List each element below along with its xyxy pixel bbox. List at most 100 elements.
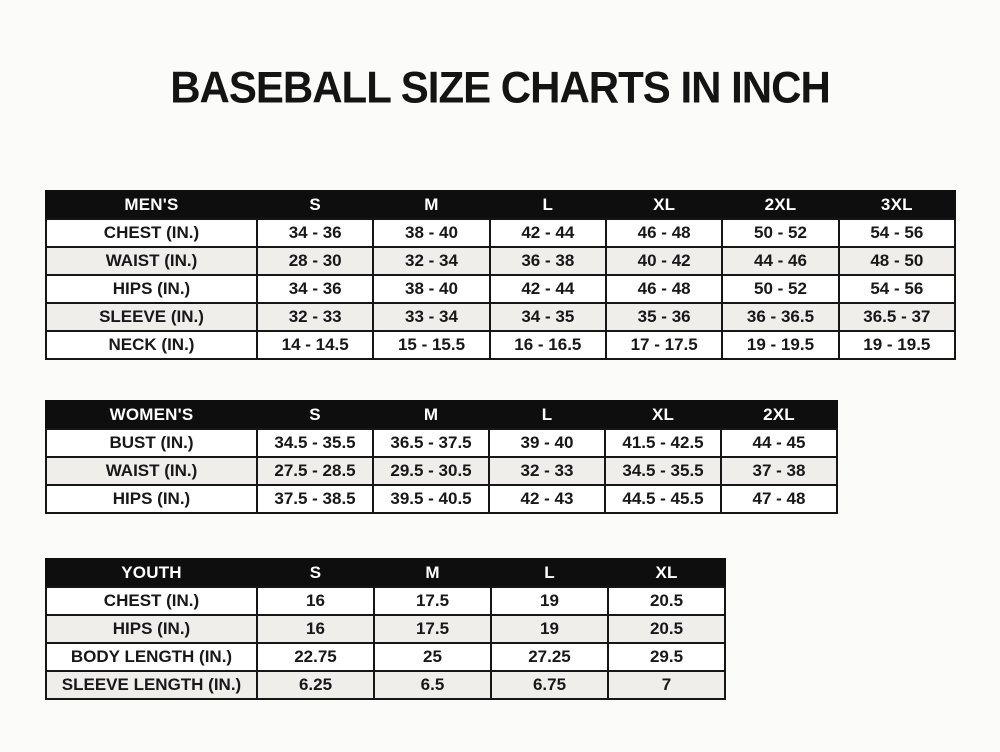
youth-size-table: YOUTH S M L XL CHEST (IN.) 16 17.5 19 20… [45,558,726,700]
table-row: SLEEVE LENGTH (IN.) 6.25 6.5 6.75 7 [45,670,726,700]
measurement-row-label: SLEEVE LENGTH (IN.) [45,670,258,700]
size-value-cell: 29.5 [607,642,726,672]
size-value-cell: 7 [607,670,726,700]
size-value-cell: 47 - 48 [720,484,838,514]
size-value-cell: 46 - 48 [604,274,724,304]
size-value-cell: 36 - 36.5 [721,302,840,332]
size-value-cell: 48 - 50 [837,246,957,276]
size-value-cell: 34 - 36 [255,274,375,304]
size-value-cell: 20.5 [607,586,726,616]
size-value-cell: 40 - 42 [604,246,724,276]
table-group-header: MEN'S [45,190,258,220]
size-column-header: S [256,558,375,588]
size-value-cell: 46 - 48 [604,218,724,248]
size-column-header: L [488,400,606,430]
size-value-cell: 44 - 46 [721,246,840,276]
size-value-cell: 32 - 33 [488,456,606,486]
table-row: WAIST (IN.) 28 - 30 32 - 34 36 - 38 40 -… [45,246,957,276]
size-value-cell: 15 - 15.5 [372,330,491,360]
size-column-header: S [255,190,375,220]
table-row: HIPS (IN.) 16 17.5 19 20.5 [45,614,726,644]
size-value-cell: 25 [373,642,492,672]
measurement-row-label: WAIST (IN.) [45,246,258,276]
size-column-header: XL [607,558,726,588]
size-value-cell: 34.5 - 35.5 [604,456,722,486]
table-row: BUST (IN.) 34.5 - 35.5 36.5 - 37.5 39 - … [45,428,838,458]
size-column-header: XL [604,400,722,430]
size-value-cell: 44.5 - 45.5 [604,484,722,514]
size-column-header: M [372,190,491,220]
measurement-row-label: BUST (IN.) [45,428,258,458]
measurement-row-label: NECK (IN.) [45,330,258,360]
size-value-cell: 27.25 [490,642,609,672]
measurement-row-label: CHEST (IN.) [45,586,258,616]
size-value-cell: 19 - 19.5 [721,330,840,360]
size-value-cell: 17.5 [373,586,492,616]
measurement-row-label: HIPS (IN.) [45,484,258,514]
table-row: CHEST (IN.) 34 - 36 38 - 40 42 - 44 46 -… [45,218,957,248]
size-value-cell: 36 - 38 [488,246,607,276]
size-column-header: 2XL [720,400,838,430]
size-value-cell: 41.5 - 42.5 [604,428,722,458]
size-value-cell: 16 [256,614,375,644]
measurement-row-label: WAIST (IN.) [45,456,258,486]
size-value-cell: 28 - 30 [255,246,375,276]
size-value-cell: 36.5 - 37.5 [372,428,490,458]
size-value-cell: 19 [490,586,609,616]
measurement-row-label: SLEEVE (IN.) [45,302,258,332]
table-group-header: WOMEN'S [45,400,258,430]
size-value-cell: 17.5 [373,614,492,644]
size-value-cell: 16 [256,586,375,616]
measurement-row-label: HIPS (IN.) [45,614,258,644]
womens-size-table: WOMEN'S S M L XL 2XL BUST (IN.) 34.5 - 3… [45,400,838,514]
size-value-cell: 42 - 44 [488,218,607,248]
table-row: HIPS (IN.) 37.5 - 38.5 39.5 - 40.5 42 - … [45,484,838,514]
size-value-cell: 39 - 40 [488,428,606,458]
size-value-cell: 44 - 45 [720,428,838,458]
size-column-header: L [490,558,609,588]
table-header-row: MEN'S S M L XL 2XL 3XL [45,190,957,220]
table-group-header: YOUTH [45,558,258,588]
size-value-cell: 54 - 56 [837,218,957,248]
size-value-cell: 22.75 [256,642,375,672]
size-value-cell: 6.25 [256,670,375,700]
size-value-cell: 39.5 - 40.5 [372,484,490,514]
size-column-header: 3XL [837,190,957,220]
size-value-cell: 42 - 44 [488,274,607,304]
size-column-header: 2XL [721,190,840,220]
size-value-cell: 38 - 40 [372,274,491,304]
size-value-cell: 17 - 17.5 [604,330,724,360]
measurement-row-label: CHEST (IN.) [45,218,258,248]
size-value-cell: 42 - 43 [488,484,606,514]
size-value-cell: 29.5 - 30.5 [372,456,490,486]
table-row: HIPS (IN.) 34 - 36 38 - 40 42 - 44 46 - … [45,274,957,304]
measurement-row-label: BODY LENGTH (IN.) [45,642,258,672]
measurement-row-label: HIPS (IN.) [45,274,258,304]
size-column-header: M [372,400,490,430]
size-value-cell: 20.5 [607,614,726,644]
size-value-cell: 37.5 - 38.5 [256,484,374,514]
page-title: BASEBALL SIZE CHARTS IN INCH [170,62,831,113]
size-value-cell: 32 - 33 [255,302,375,332]
size-column-header: XL [604,190,724,220]
size-value-cell: 33 - 34 [372,302,491,332]
size-value-cell: 16 - 16.5 [488,330,607,360]
size-value-cell: 50 - 52 [721,274,840,304]
size-column-header: M [373,558,492,588]
table-header-row: WOMEN'S S M L XL 2XL [45,400,838,430]
size-value-cell: 50 - 52 [721,218,840,248]
size-value-cell: 6.75 [490,670,609,700]
table-row: BODY LENGTH (IN.) 22.75 25 27.25 29.5 [45,642,726,672]
size-value-cell: 34.5 - 35.5 [256,428,374,458]
size-value-cell: 36.5 - 37 [837,302,957,332]
size-value-cell: 37 - 38 [720,456,838,486]
size-value-cell: 14 - 14.5 [255,330,375,360]
size-value-cell: 34 - 35 [488,302,607,332]
table-row: WAIST (IN.) 27.5 - 28.5 29.5 - 30.5 32 -… [45,456,838,486]
size-value-cell: 27.5 - 28.5 [256,456,374,486]
mens-size-table: MEN'S S M L XL 2XL 3XL CHEST (IN.) 34 - … [45,190,957,360]
table-row: NECK (IN.) 14 - 14.5 15 - 15.5 16 - 16.5… [45,330,957,360]
size-value-cell: 54 - 56 [837,274,957,304]
size-value-cell: 35 - 36 [604,302,724,332]
